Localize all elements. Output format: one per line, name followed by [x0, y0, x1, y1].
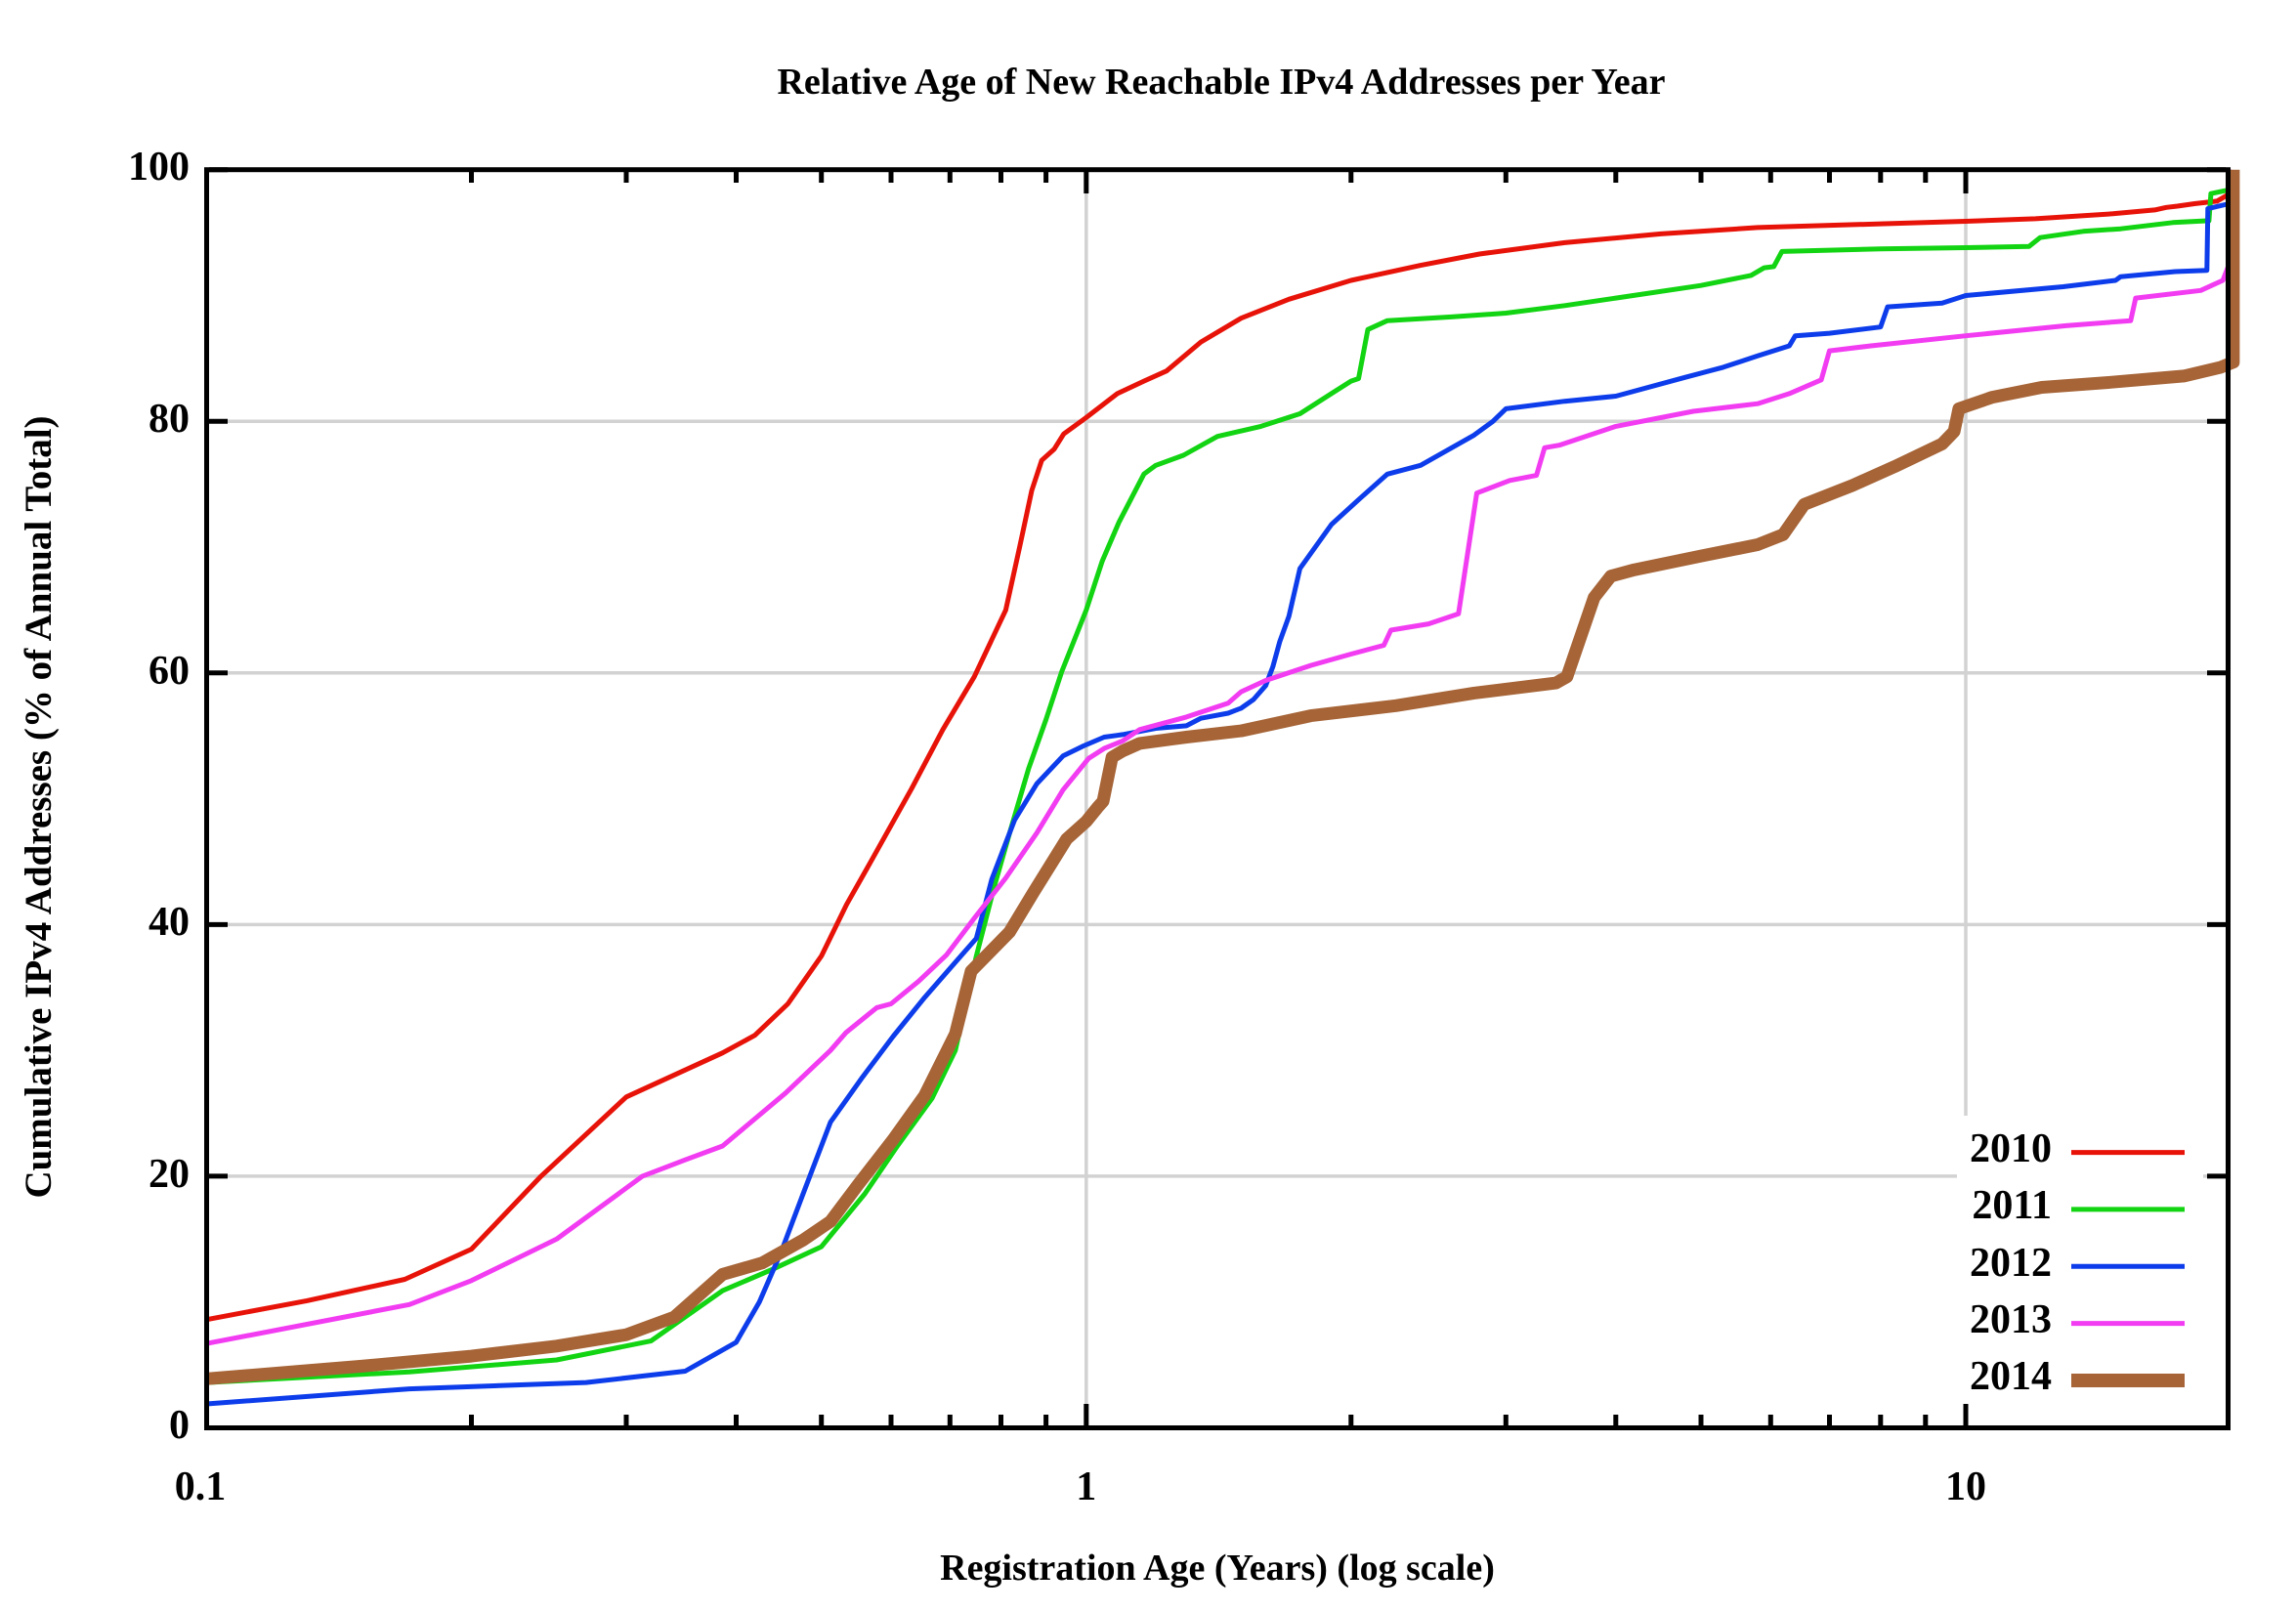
svg-text:2011: 2011 [1972, 1183, 2052, 1228]
svg-text:2013: 2013 [1970, 1297, 2052, 1342]
svg-text:2010: 2010 [1970, 1126, 2052, 1171]
svg-text:Cumulative IPv4 Addresses (% o: Cumulative IPv4 Addresses (% of Annual T… [18, 415, 60, 1198]
svg-text:60: 60 [149, 649, 190, 694]
svg-text:80: 80 [149, 397, 190, 442]
svg-text:2012: 2012 [1970, 1241, 2052, 1286]
svg-text:0.1: 0.1 [175, 1464, 227, 1509]
svg-text:Relative Age of New Reachable: Relative Age of New Reachable IPv4 Addre… [777, 62, 1665, 103]
svg-text:20: 20 [149, 1152, 190, 1197]
svg-text:2014: 2014 [1970, 1354, 2052, 1399]
svg-text:Registration Age (Years) (log: Registration Age (Years) (log scale) [940, 1548, 1495, 1589]
svg-text:40: 40 [149, 900, 190, 945]
svg-text:10: 10 [1945, 1464, 1986, 1509]
svg-text:1: 1 [1076, 1464, 1096, 1509]
svg-text:100: 100 [128, 145, 190, 190]
svg-text:0: 0 [169, 1403, 190, 1448]
